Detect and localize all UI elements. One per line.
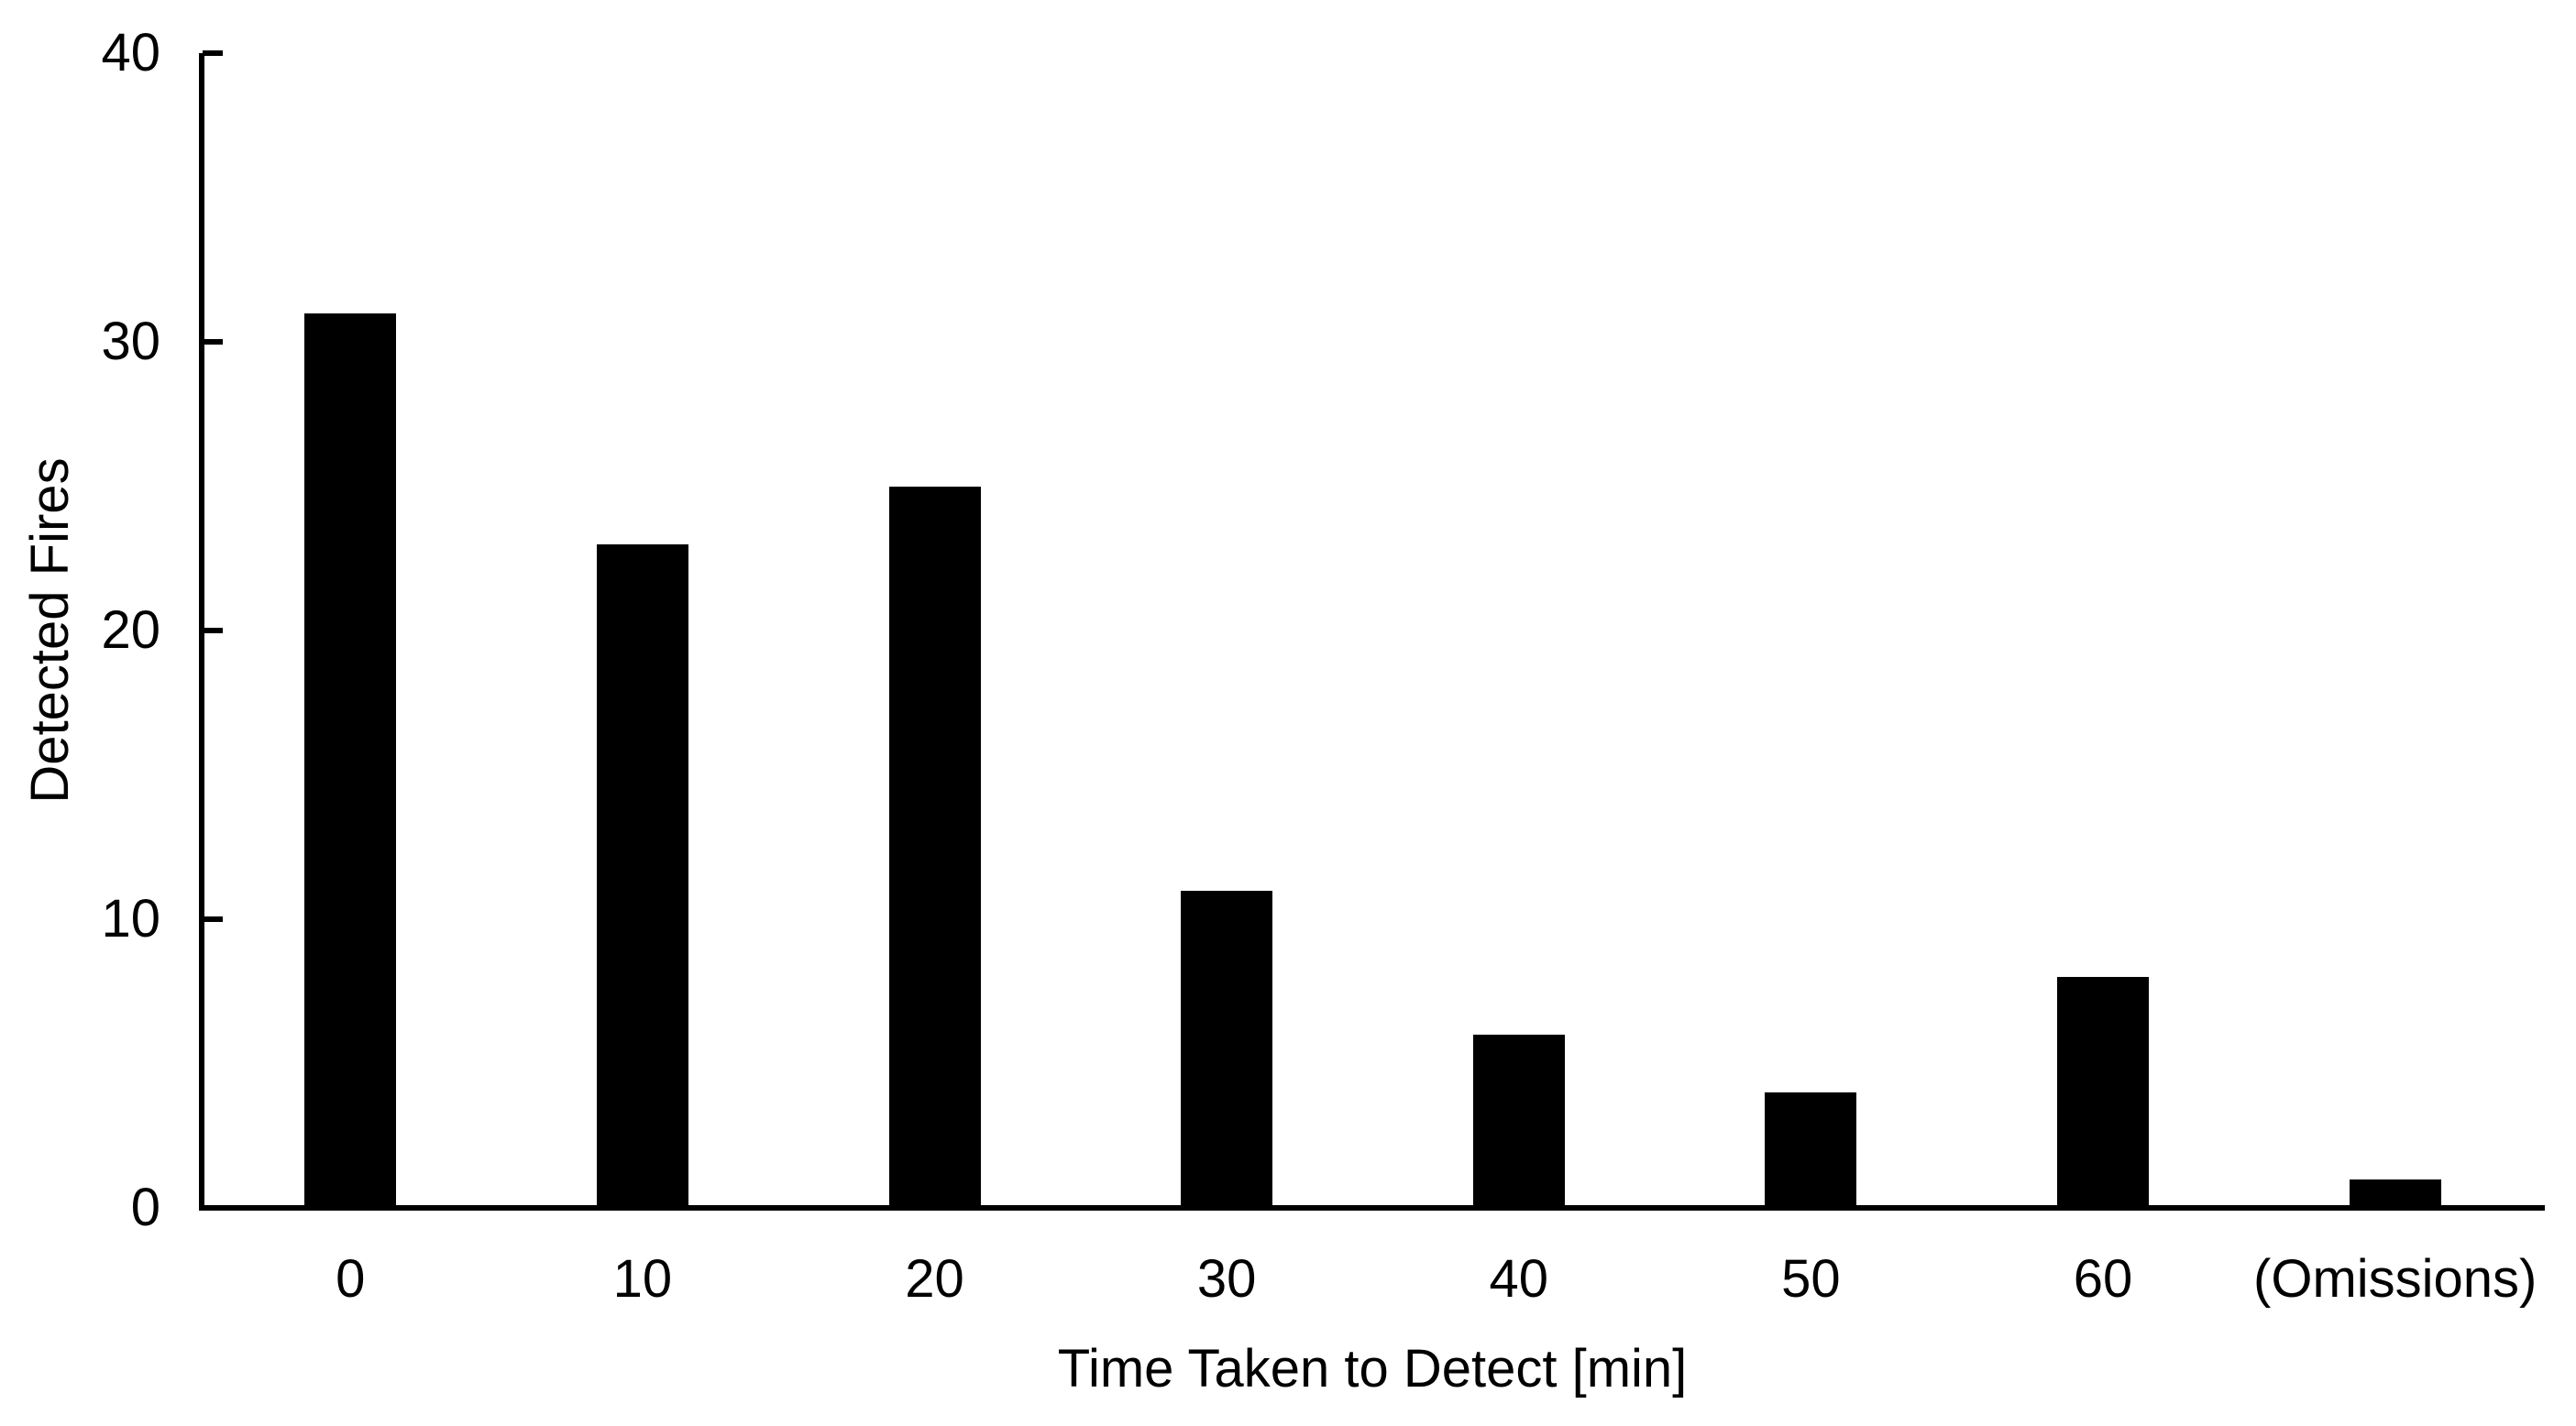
bar-60 <box>2057 977 2150 1208</box>
x-tick-label: 60 <box>2073 1249 2133 1309</box>
y-tick-mark <box>203 50 223 56</box>
x-tick-label: (Omissions) <box>2253 1249 2537 1309</box>
x-tick-label: 0 <box>336 1249 366 1309</box>
bar-50 <box>1765 1092 1857 1208</box>
y-tick-label: 40 <box>101 23 160 82</box>
y-tick-mark <box>203 339 223 345</box>
bar-40 <box>1472 1035 1565 1208</box>
x-tick-label: 50 <box>1781 1249 1841 1309</box>
y-tick-label: 0 <box>130 1178 160 1237</box>
bar-10 <box>596 543 688 1208</box>
y-tick-label: 30 <box>101 312 160 371</box>
y-tick-mark <box>203 628 223 633</box>
x-tick-label: 30 <box>1196 1249 1257 1309</box>
y-tick-mark <box>203 916 223 922</box>
bar-20 <box>888 486 981 1208</box>
y-tick-label: 10 <box>101 889 160 949</box>
x-tick-label: 20 <box>905 1249 964 1309</box>
x-tick-label: 40 <box>1489 1249 1549 1309</box>
bar-0 <box>304 313 397 1208</box>
bar-30 <box>1181 890 1273 1208</box>
y-tick-label: 20 <box>101 600 160 660</box>
x-axis-line <box>199 1205 2545 1211</box>
x-tick-label: 10 <box>612 1249 673 1309</box>
bar-omissions <box>2349 1179 2441 1208</box>
y-axis-line <box>199 53 204 1211</box>
x-axis-title: Time Taken to Detect [min] <box>1057 1339 1688 1399</box>
